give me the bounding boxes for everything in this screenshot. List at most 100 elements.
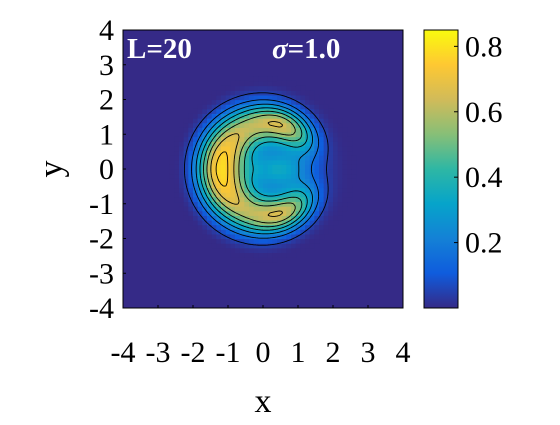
heatmap-cell <box>179 136 185 142</box>
heatmap-cell <box>347 192 353 198</box>
heatmap-cell <box>347 169 353 175</box>
heatmap-cell <box>239 238 245 244</box>
heatmap-cell <box>272 206 278 212</box>
heatmap-cell <box>202 233 208 240</box>
heatmap-cell <box>249 233 255 240</box>
heatmap-cell <box>235 206 241 212</box>
heatmap-cell <box>235 182 241 189</box>
heatmap-cell <box>309 113 315 119</box>
heatmap-cell <box>258 238 264 244</box>
heatmap-cell <box>207 215 213 221</box>
heatmap-cell <box>328 108 334 114</box>
heatmap-cell <box>235 131 241 138</box>
heatmap-cell <box>314 141 320 147</box>
heatmap-cell <box>286 80 292 87</box>
heatmap-cell <box>235 233 241 240</box>
heatmap-cell <box>183 210 189 216</box>
heatmap-cell <box>188 159 194 165</box>
heatmap-cell <box>263 122 269 128</box>
heatmap-cell <box>291 80 297 87</box>
heatmap-cell <box>328 113 334 119</box>
heatmap-cell <box>328 150 334 156</box>
heatmap-cell <box>235 104 241 110</box>
heatmap-cell <box>295 113 301 119</box>
heatmap-cell <box>300 127 306 133</box>
x-tick-label: 3 <box>361 336 376 369</box>
heatmap-cell <box>272 178 278 184</box>
heatmap-cell <box>337 178 343 184</box>
heatmap-cell <box>263 206 269 212</box>
heatmap-cell <box>244 131 250 138</box>
heatmap-cell <box>342 196 348 203</box>
heatmap-cell <box>277 145 283 152</box>
heatmap-cell <box>239 85 245 91</box>
heatmap-cell <box>202 150 208 156</box>
heatmap-cell <box>309 224 315 230</box>
y-axis-label: y <box>33 161 70 178</box>
heatmap-cell <box>216 159 222 165</box>
heatmap-cell <box>221 219 227 226</box>
heatmap-cell <box>272 169 278 175</box>
heatmap-cell <box>244 252 250 258</box>
heatmap-cell <box>286 215 292 221</box>
sigma-value: =1.0 <box>288 33 341 65</box>
heatmap-cell <box>342 145 348 152</box>
heatmap-cell <box>342 159 348 165</box>
heatmap-cell <box>314 210 320 216</box>
heatmap-cell <box>314 164 320 170</box>
heatmap-cell <box>281 159 287 165</box>
heatmap-cell <box>281 90 287 96</box>
heatmap-cell <box>249 150 255 156</box>
heatmap-cell <box>333 164 339 170</box>
heatmap-cell <box>258 122 264 128</box>
heatmap-cell <box>211 131 217 138</box>
heatmap-cell <box>272 233 278 240</box>
heatmap-cell <box>314 238 320 244</box>
heatmap-cell <box>305 169 311 175</box>
heatmap-cell <box>328 145 334 152</box>
heatmap-cell <box>174 150 180 156</box>
heatmap-cell <box>193 210 199 216</box>
heatmap-cell <box>328 215 334 221</box>
heatmap-cell <box>281 113 287 119</box>
heatmap-cell <box>211 155 217 161</box>
heatmap-cell <box>337 122 343 128</box>
heatmap-cell <box>309 108 315 114</box>
heatmap-cell <box>267 173 273 179</box>
heatmap-cell <box>174 187 180 193</box>
heatmap-cell <box>323 215 329 221</box>
heatmap-cell <box>263 169 269 175</box>
heatmap-cell <box>314 196 320 203</box>
heatmap-cell <box>183 173 189 179</box>
heatmap-cell <box>239 99 245 105</box>
heatmap-cell <box>239 80 245 87</box>
heatmap-cell <box>230 219 236 226</box>
heatmap-cell <box>235 173 241 179</box>
heatmap-cell <box>263 215 269 221</box>
heatmap-cell <box>225 178 231 184</box>
heatmap-cell <box>216 122 222 128</box>
heatmap-cell <box>272 155 278 161</box>
heatmap-cell <box>272 80 278 87</box>
heatmap-cell <box>221 173 227 179</box>
heatmap-cell <box>211 90 217 96</box>
heatmap-cell <box>328 210 334 216</box>
heatmap-cell <box>300 229 306 235</box>
heatmap-cell <box>277 243 283 249</box>
heatmap-cell <box>244 150 250 156</box>
heatmap-cell <box>263 238 269 244</box>
heatmap-cell <box>272 196 278 203</box>
heatmap-cell <box>272 182 278 189</box>
heatmap-cell <box>281 252 287 258</box>
heatmap-cell <box>174 155 180 161</box>
heatmap-cell <box>342 131 348 138</box>
heatmap-cell <box>347 145 353 152</box>
heatmap-cell <box>328 118 334 124</box>
heatmap-cell <box>333 192 339 198</box>
x-tick-label: -4 <box>111 336 136 369</box>
heatmap-cell <box>351 159 357 165</box>
heatmap-cell <box>239 150 245 156</box>
heatmap-cell <box>291 118 297 124</box>
heatmap-cell <box>193 141 199 147</box>
heatmap-cell <box>300 243 306 249</box>
